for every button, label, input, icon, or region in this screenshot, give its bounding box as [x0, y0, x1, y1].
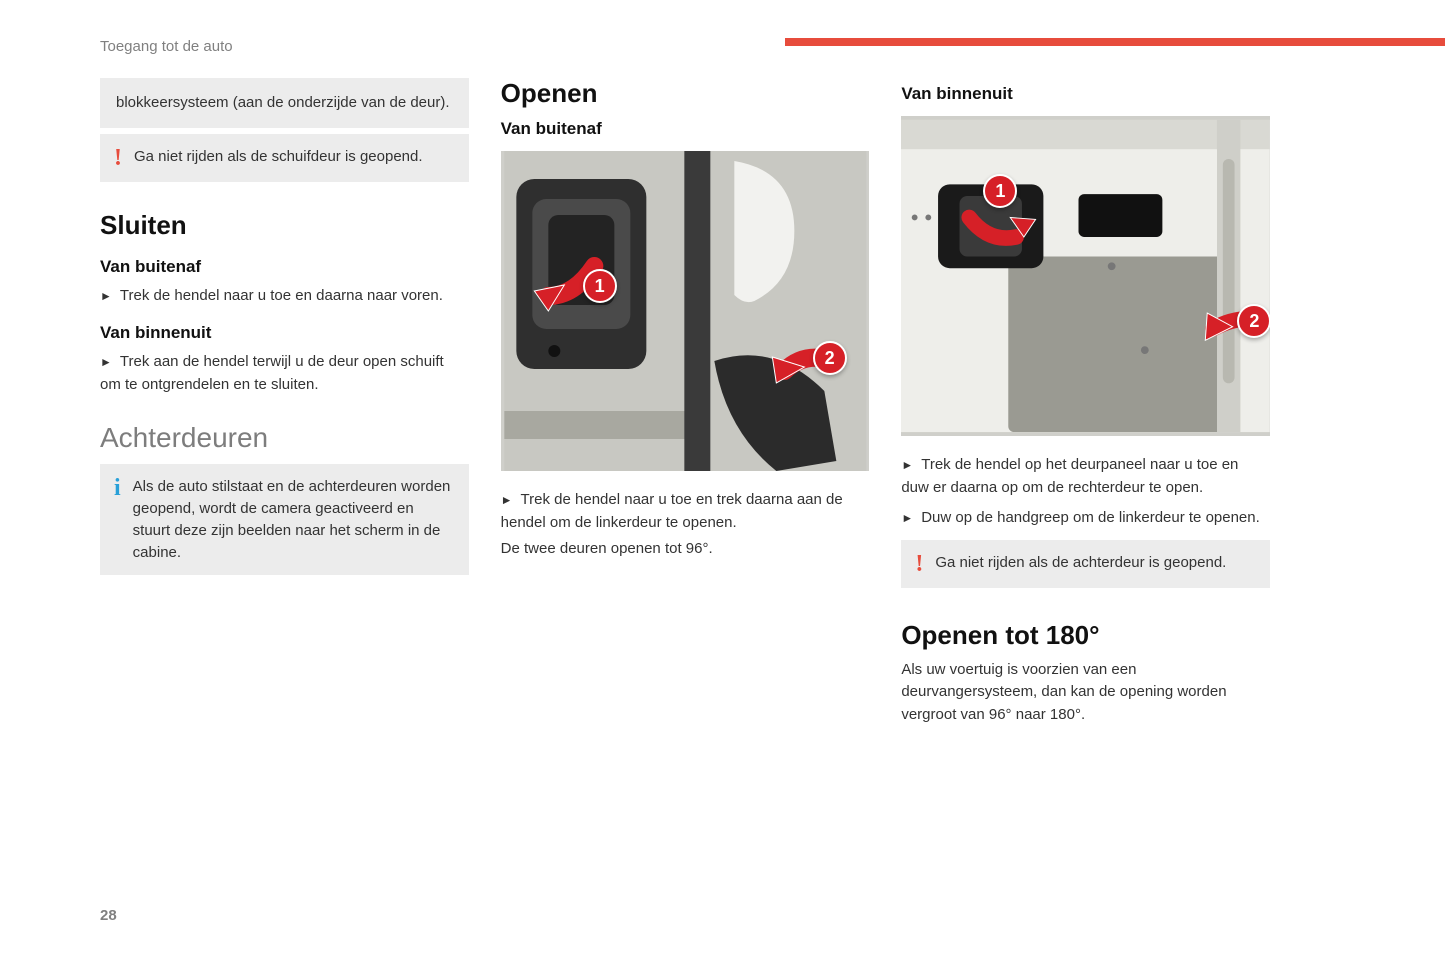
illustration-outside [501, 151, 870, 471]
info-camera: i Als de auto stilstaat en de achterdeur… [100, 464, 469, 575]
info-text: Als de auto stilstaat en de achterdeuren… [133, 476, 455, 563]
accent-bar [785, 38, 1445, 46]
subheading-openen-buitenaf: Van buitenaf [501, 119, 870, 139]
heading-openen-180: Openen tot 180° [901, 620, 1270, 651]
warning-text: Ga niet rijden als de schuifdeur is geop… [134, 146, 455, 168]
column-middle: Openen Van buitenaf [501, 78, 870, 726]
warning-rear-door: ! Ga niet rijden als de achterdeur is ge… [901, 540, 1270, 588]
warning-sliding-door: ! Ga niet rijden als de schuifdeur is ge… [100, 134, 469, 182]
subheading-binnenuit: Van binnenuit [100, 323, 469, 343]
bullet-close-inside: Trek aan de hendel terwijl u de deur ope… [100, 351, 469, 396]
bullet-close-outside: Trek de hendel naar u toe en daarna naar… [100, 285, 469, 308]
text-180: Als uw voertuig is voorzien van een deur… [901, 659, 1270, 727]
warning-text-rear: Ga niet rijden als de achterdeur is geop… [935, 552, 1256, 574]
warning-icon: ! [915, 552, 923, 576]
bullet-open-inside-1: Trek de hendel op het deurpaneel naar u … [901, 454, 1270, 499]
callout-2: 2 [813, 341, 847, 375]
warning-icon: ! [114, 146, 122, 170]
text-open-96: De twee deuren openen tot 96°. [501, 538, 870, 561]
subheading-openen-binnenuit: Van binnenuit [901, 84, 1270, 104]
heading-openen: Openen [501, 78, 870, 109]
heading-sluiten: Sluiten [100, 210, 469, 241]
bullet-open-inside-2: Duw op de handgreep om de linkerdeur te … [901, 507, 1270, 530]
callout-1: 1 [583, 269, 617, 303]
info-icon: i [114, 476, 121, 500]
column-right: Van binnenuit [901, 78, 1270, 726]
subheading-buitenaf: Van buitenaf [100, 257, 469, 277]
figure-open-inside: 1 2 [901, 116, 1270, 436]
heading-achterdeuren: Achterdeuren [100, 422, 469, 454]
figure-open-outside: 1 2 [501, 151, 870, 471]
section-label: Toegang tot de auto [100, 38, 233, 55]
callout-2-inside: 2 [1237, 304, 1270, 338]
page-content: blokkeersysteem (aan de onderzijde van d… [100, 78, 1270, 726]
illustration-inside [901, 116, 1270, 436]
bullet-open-outside: Trek de hendel naar u toe en trek daarna… [501, 489, 870, 534]
note-lock-system: blokkeersysteem (aan de onderzijde van d… [100, 78, 469, 128]
column-left: blokkeersysteem (aan de onderzijde van d… [100, 78, 469, 726]
page-number: 28 [100, 907, 117, 924]
